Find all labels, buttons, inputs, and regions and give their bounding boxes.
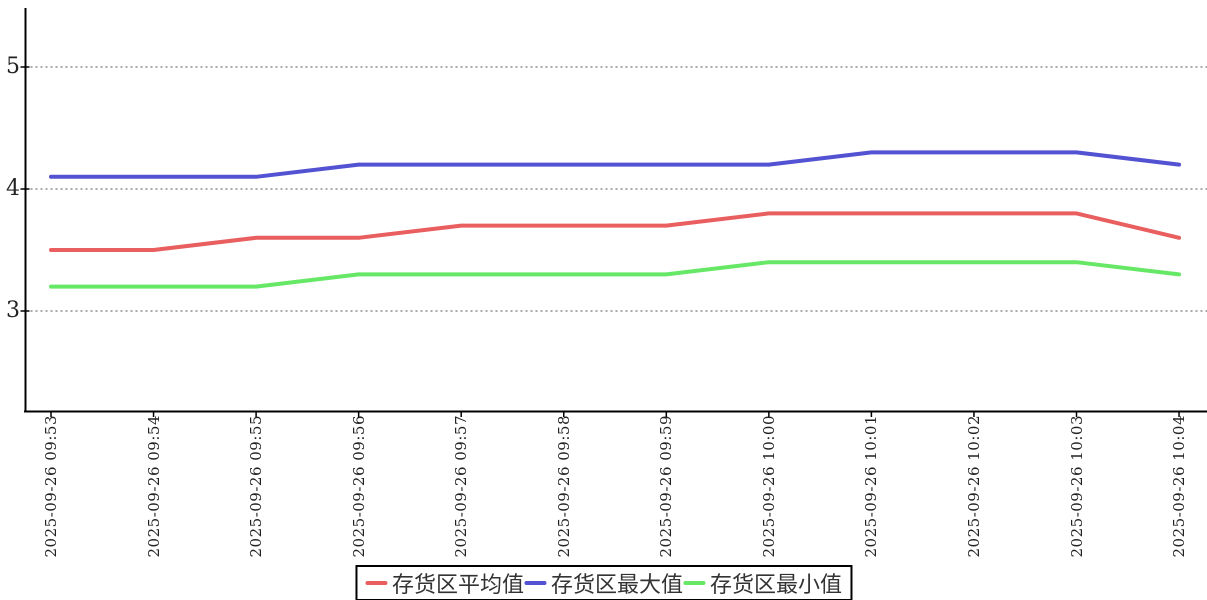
x-tick-label-5: 2025-09-26 09:58 <box>554 415 573 558</box>
series-line-max <box>49 150 1182 179</box>
x-tick-label-8: 2025-09-26 10:01 <box>862 415 881 558</box>
y-tick-label-3: 3 <box>6 298 20 323</box>
series-line-min <box>49 260 1182 289</box>
x-tick-label-1: 2025-09-26 09:54 <box>144 415 163 558</box>
legend-average-label: 存货区平均值 <box>391 573 524 598</box>
x-tick-label-0: 2025-09-26 09:53 <box>42 415 60 558</box>
legend-item-max: 存货区最大值 <box>523 567 684 599</box>
legend-min-line-swatch <box>683 581 706 585</box>
x-tick-label-9: 2025-09-26 10:02 <box>964 415 983 558</box>
x-tick-label-7: 2025-09-26 10:00 <box>759 415 778 558</box>
x-tick-label-3: 2025-09-26 09:56 <box>349 415 368 558</box>
series-line-avg <box>49 211 1182 252</box>
legend-item-min: 存货区最小值 <box>683 567 842 599</box>
legend: 存货区平均值 存货区最大值 存货区最小值 <box>354 565 853 600</box>
x-tick-label-4: 2025-09-26 09:57 <box>452 415 471 558</box>
x-tick-label-2: 2025-09-26 09:55 <box>247 415 266 558</box>
legend-min-label: 存货区最小值 <box>710 573 843 598</box>
x-tick-label-10: 2025-09-26 10:03 <box>1067 415 1086 558</box>
x-tick-label-11: 2025-09-26 10:04 <box>1170 415 1189 558</box>
legend-max-line-swatch <box>523 581 546 585</box>
y-tick-label-4: 4 <box>6 176 20 201</box>
legend-item-average: 存货区平均值 <box>364 567 524 599</box>
x-tick-label-6: 2025-09-26 09:59 <box>657 415 676 558</box>
legend-average-line-swatch <box>364 581 387 585</box>
y-tick-label-5: 5 <box>6 54 20 79</box>
legend-max-label: 存货区最大值 <box>550 573 684 598</box>
